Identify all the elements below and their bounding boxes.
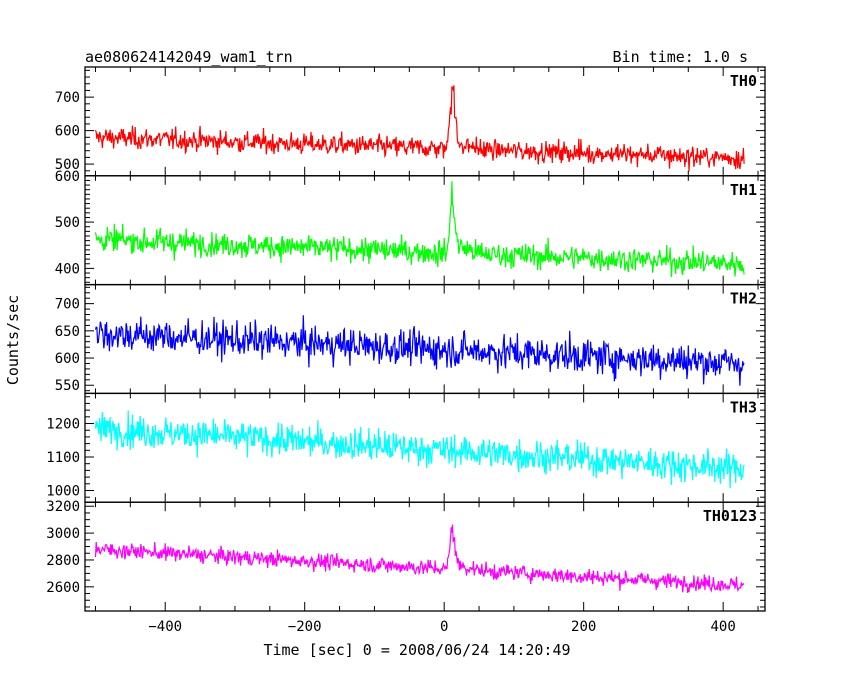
y-tick-label-th3: 1000 [46, 483, 80, 499]
y-tick-label-th0: 700 [55, 90, 80, 106]
y-tick-label-th0: 600 [55, 124, 80, 140]
panel-label-th2: TH2 [730, 290, 757, 308]
y-tick-label-th0123: 2800 [46, 553, 80, 569]
y-tick-label-th1: 500 [55, 215, 80, 231]
panel-label-th0: TH0 [730, 72, 757, 90]
y-tick-label-th1: 400 [55, 261, 80, 277]
y-tick-label-th0123: 3200 [46, 499, 80, 515]
panel-frame-th3 [84, 392, 766, 503]
series-line-th2 [94, 315, 745, 386]
y-axis-label: Counts/sec [4, 295, 22, 385]
x-tick-label: −400 [148, 619, 182, 635]
panel-label-th3: TH3 [730, 398, 757, 416]
panel-frame-th0 [84, 66, 766, 177]
y-tick-label-th2: 700 [55, 297, 80, 313]
x-tick-label: −200 [288, 619, 322, 635]
y-tick-label-th2: 650 [55, 324, 80, 340]
panel-label-th1: TH1 [730, 181, 757, 199]
chart-title: ae080624142049_wam1_trn [85, 48, 293, 66]
series-line-th0123 [94, 524, 745, 593]
x-tick-label: 0 [440, 619, 448, 635]
y-tick-label-th0123: 2600 [46, 580, 80, 596]
y-tick-label-th0: 500 [55, 157, 80, 173]
y-tick-label-th1: 600 [55, 169, 80, 185]
bin-time-label: Bin time: 1.0 s [613, 48, 748, 66]
x-tick-label: 200 [571, 619, 596, 635]
series-line-th3 [94, 410, 745, 489]
panel-frame-th0123 [84, 501, 766, 612]
x-tick-label: 400 [711, 619, 736, 635]
panel-label-th0123: TH0123 [703, 507, 757, 525]
panel-frame-th1 [84, 175, 766, 286]
series-line-th1 [94, 181, 745, 278]
y-tick-label-th3: 1200 [46, 417, 80, 433]
y-tick-label-th0123: 3000 [46, 526, 80, 542]
y-tick-label-th2: 600 [55, 351, 80, 367]
y-tick-label-th2: 550 [55, 378, 80, 394]
y-tick-label-th3: 1100 [46, 450, 80, 466]
x-axis-label: Time [sec] 0 = 2008/06/24 14:20:49 [263, 641, 570, 659]
series-line-th0 [94, 85, 745, 172]
